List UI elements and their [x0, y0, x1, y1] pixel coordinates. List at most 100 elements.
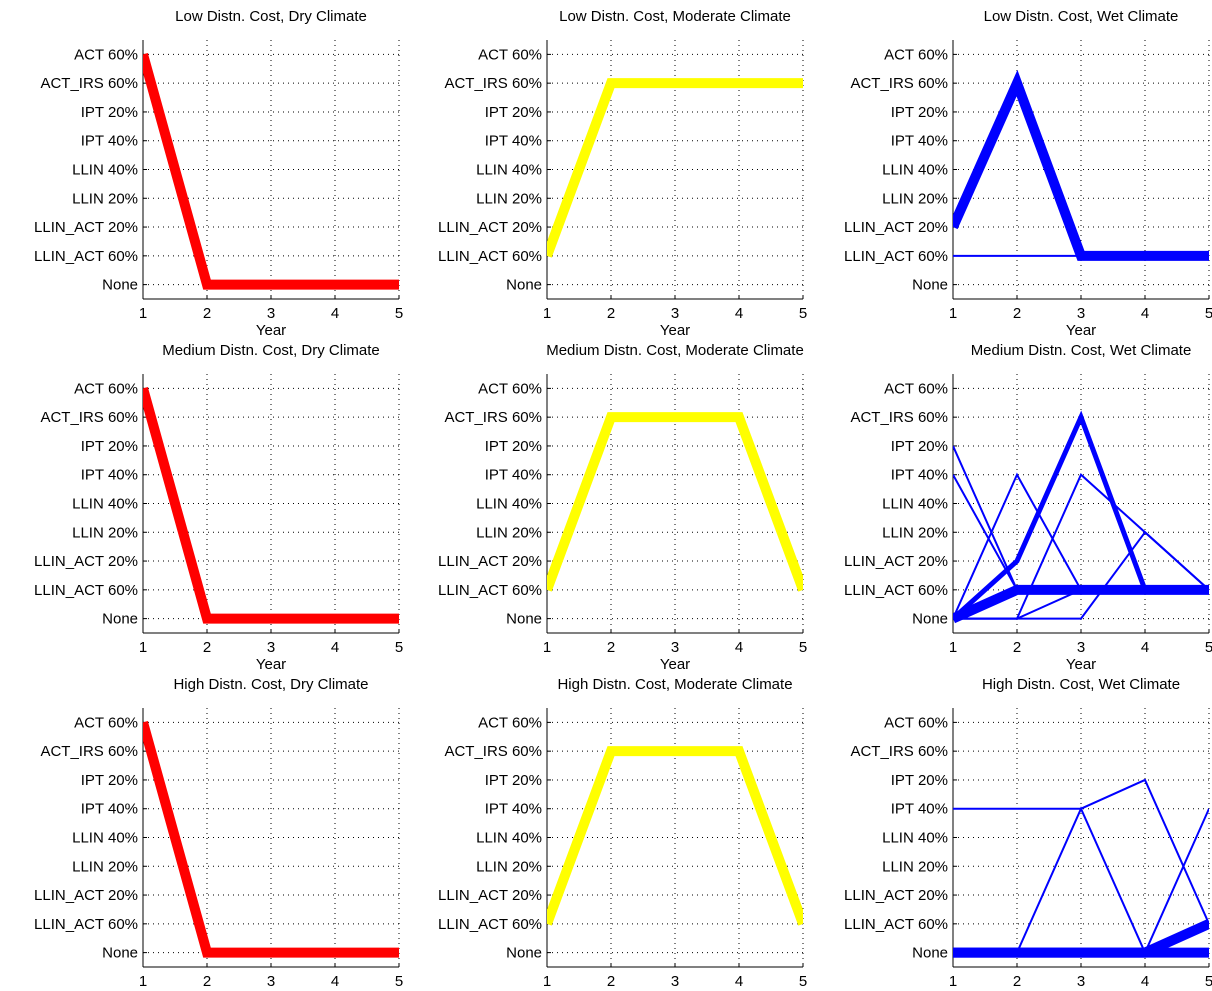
y-tick-label: ACT 60% [74, 380, 138, 397]
y-tick-label: LLIN 40% [476, 830, 542, 847]
series-line [953, 778, 1209, 925]
y-tick-label: LLIN 40% [882, 162, 948, 179]
x-tick-label: 5 [1205, 305, 1212, 322]
y-tick-label: ACT_IRS 60% [444, 409, 542, 426]
x-tick-label: 1 [139, 639, 147, 656]
y-tick-label: ACT_IRS 60% [850, 75, 948, 92]
y-tick-label: LLIN_ACT 60% [844, 248, 948, 265]
y-tick-label: None [506, 277, 542, 294]
y-tick-label: IPT 40% [81, 801, 138, 818]
x-tick-label: 1 [139, 305, 147, 322]
y-tick-label: LLIN 20% [882, 524, 948, 541]
chart-panel-1: None LLIN_ACT 60% LLIN_ACT 20% LLIN 20% LLIN… [34, 8, 403, 339]
y-tick-label: ACT_IRS 60% [444, 75, 542, 92]
y-tick-label: ACT 60% [478, 46, 542, 63]
x-tick-label: 4 [331, 973, 339, 990]
y-tick-label: ACT_IRS 60% [444, 743, 542, 760]
x-tick-label: 4 [735, 305, 743, 322]
y-tick-label: IPT 20% [81, 438, 138, 455]
x-tick-label: 3 [267, 639, 275, 656]
chart-title: Medium Distn. Cost, Dry Climate [162, 342, 380, 359]
series-line [953, 806, 1209, 956]
x-tick-label: 1 [949, 639, 957, 656]
x-tick-label: 2 [203, 305, 211, 322]
chart-title: Medium Distn. Cost, Wet Climate [971, 342, 1192, 359]
y-tick-label: IPT 20% [485, 104, 542, 121]
series-group [143, 53, 399, 290]
y-tick-label: LLIN 20% [476, 858, 542, 875]
y-tick-label: LLIN 20% [72, 524, 138, 541]
chart-panel-2: None LLIN_ACT 60% LLIN_ACT 20% LLIN 20% LLIN… [438, 8, 807, 339]
chart-title: Low Distn. Cost, Moderate Climate [559, 8, 791, 25]
series-group [143, 387, 399, 624]
x-axis-label: Year [256, 656, 286, 673]
y-tick-label: ACT 60% [884, 380, 948, 397]
y-tick-label: LLIN 20% [882, 190, 948, 207]
y-tick-label: IPT 20% [891, 104, 948, 121]
y-tick-label: LLIN 40% [476, 496, 542, 513]
y-tick-label: LLIN 40% [476, 162, 542, 179]
chart-panel-4: None LLIN_ACT 60% LLIN_ACT 20% LLIN 20% LLIN… [34, 342, 403, 673]
x-tick-label: 4 [1141, 639, 1149, 656]
x-tick-label: 1 [543, 305, 551, 322]
x-tick-label: 2 [203, 639, 211, 656]
y-tick-label: LLIN_ACT 60% [34, 248, 138, 265]
x-tick-label: 1 [949, 305, 957, 322]
y-tick-label: LLIN_ACT 20% [34, 887, 138, 904]
y-tick-label: LLIN 20% [72, 858, 138, 875]
series-line [547, 78, 803, 258]
chart-title: Medium Distn. Cost, Moderate Climate [546, 342, 804, 359]
y-tick-label: IPT 40% [891, 133, 948, 150]
y-tick-label: LLIN_ACT 60% [438, 582, 542, 599]
series-line [547, 412, 803, 592]
y-tick-label: IPT 20% [485, 772, 542, 789]
chart-title: Low Distn. Cost, Dry Climate [175, 8, 367, 25]
y-tick-label: LLIN_ACT 60% [844, 582, 948, 599]
y-tick-label: LLIN 20% [476, 190, 542, 207]
x-tick-label: 3 [671, 973, 679, 990]
y-tick-label: ACT_IRS 60% [40, 409, 138, 426]
x-tick-label: 4 [331, 305, 339, 322]
chart-title: Low Distn. Cost, Wet Climate [984, 8, 1179, 25]
series-line [143, 721, 399, 958]
series-line [953, 919, 1209, 958]
y-tick-label: IPT 40% [81, 133, 138, 150]
series-group [143, 721, 399, 958]
x-tick-label: 2 [1013, 639, 1021, 656]
y-tick-label: IPT 20% [891, 772, 948, 789]
y-tick-label: LLIN_ACT 60% [438, 248, 542, 265]
x-tick-label: 2 [1013, 305, 1021, 322]
y-tick-label: IPT 40% [891, 467, 948, 484]
y-tick-label: None [506, 945, 542, 962]
y-tick-label: LLIN_ACT 20% [34, 553, 138, 570]
y-tick-label: IPT 40% [81, 467, 138, 484]
y-tick-label: LLIN_ACT 60% [844, 916, 948, 933]
y-tick-label: LLIN_ACT 20% [844, 553, 948, 570]
y-tick-label: LLIN 40% [882, 496, 948, 513]
chart-title: High Distn. Cost, Moderate Climate [557, 676, 792, 693]
y-tick-label: IPT 20% [485, 438, 542, 455]
y-tick-label: LLIN_ACT 20% [438, 219, 542, 236]
grid [142, 374, 400, 633]
y-tick-label: LLIN_ACT 20% [438, 887, 542, 904]
y-tick-label: None [102, 277, 138, 294]
y-tick-label: LLIN_ACT 20% [844, 887, 948, 904]
y-tick-label: IPT 20% [891, 438, 948, 455]
chart-panel-7: None LLIN_ACT 60% LLIN_ACT 20% LLIN 20% LLIN… [34, 676, 403, 991]
x-tick-label: 1 [543, 973, 551, 990]
y-tick-label: LLIN 40% [882, 830, 948, 847]
x-tick-label: 3 [671, 639, 679, 656]
y-tick-label: ACT_IRS 60% [40, 743, 138, 760]
x-axis-label: Year [1066, 322, 1096, 339]
x-tick-label: 2 [607, 305, 615, 322]
x-tick-label: 2 [203, 973, 211, 990]
x-tick-label: 1 [543, 639, 551, 656]
series-group [547, 746, 803, 926]
y-tick-label: LLIN_ACT 20% [438, 553, 542, 570]
series-group [953, 410, 1209, 624]
chart-panel-3: None LLIN_ACT 60% LLIN_ACT 20% LLIN 20% LLIN… [844, 8, 1212, 339]
chart-panel-9: None LLIN_ACT 60% LLIN_ACT 20% LLIN 20% LLIN… [844, 676, 1212, 991]
x-tick-label: 3 [671, 305, 679, 322]
chart-title: High Distn. Cost, Wet Climate [982, 676, 1180, 693]
y-tick-label: LLIN_ACT 20% [34, 219, 138, 236]
